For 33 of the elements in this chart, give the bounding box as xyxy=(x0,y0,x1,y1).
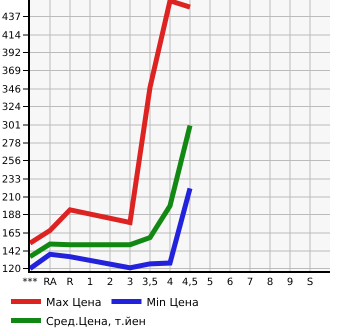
y-tick-label: 437 xyxy=(2,12,21,24)
x-tick-label: 3 xyxy=(126,277,134,288)
x-tick-label: 2 xyxy=(106,277,114,288)
y-tick-label: 369 xyxy=(2,66,21,78)
legend-label: Сред.Цена, т.йен xyxy=(46,314,146,328)
y-tick-label: 414 xyxy=(2,30,21,42)
y-tick-label: 120 xyxy=(2,264,21,276)
x-tick-label: 7 xyxy=(246,277,254,288)
y-tick-label: 324 xyxy=(2,102,21,113)
y-tick-label: 278 xyxy=(2,138,21,150)
y-tick-label: 165 xyxy=(2,228,21,240)
x-tick-label: 4 xyxy=(166,277,174,288)
y-tick-label: 346 xyxy=(2,84,21,96)
x-tick-label: 9 xyxy=(286,277,294,288)
x-tick-label: 1 xyxy=(86,277,94,288)
y-tick-label: 233 xyxy=(2,174,21,186)
y-tick-label: 256 xyxy=(2,156,21,168)
y-tick-label: 188 xyxy=(2,210,21,222)
legend-label: Min Цена xyxy=(146,296,199,309)
x-tick-label: *** xyxy=(22,277,38,288)
legend-label: Max Цена xyxy=(46,296,102,309)
y-tick-label: 210 xyxy=(2,192,21,204)
x-tick-label: S xyxy=(306,277,314,288)
x-tick-label: 3,5 xyxy=(142,277,158,288)
x-tick-label: 5 xyxy=(206,277,214,288)
x-tick-label: 6 xyxy=(226,277,234,288)
x-tick-label: RA xyxy=(43,277,57,288)
y-tick-label: 142 xyxy=(2,246,21,258)
x-tick-label: 4,5 xyxy=(182,277,198,288)
x-tick-label: R xyxy=(66,277,74,288)
y-tick-label: 301 xyxy=(2,120,21,132)
x-tick-label: 8 xyxy=(266,277,274,288)
y-tick-label: 392 xyxy=(2,48,21,59)
